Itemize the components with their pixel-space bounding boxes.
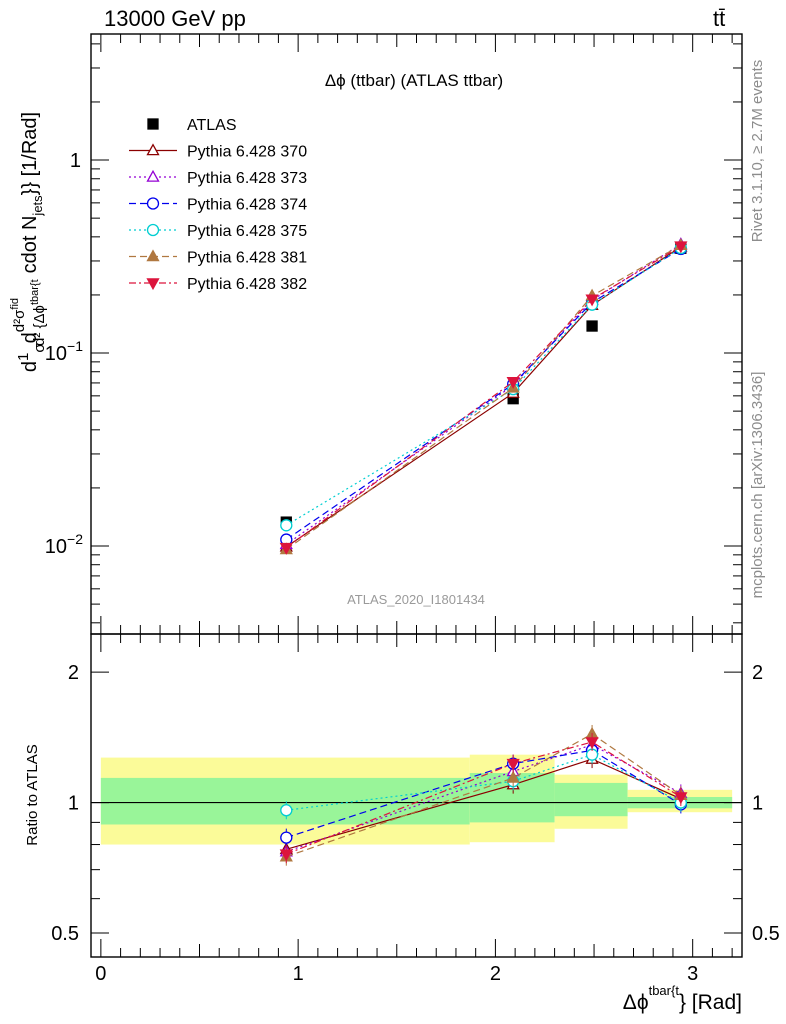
ratio-line: [286, 758, 682, 850]
legend: ATLAS Pythia 6.428 370 Pythia 6.428 373 Pyt…: [129, 117, 307, 293]
main-series-layer: [279, 237, 688, 555]
series-line: [285, 248, 682, 541]
x-axis-label: Δϕtbar{t} [Rad]: [623, 983, 742, 1014]
ratio-series-pythia-6-428-382: [279, 732, 688, 864]
ratio-point: [506, 758, 520, 771]
header-final-state: tt̄: [713, 6, 726, 31]
y-tick-label: 10−1: [45, 338, 83, 365]
plot-title: Δϕ (ttbar) (ATLAS ttbar): [325, 71, 503, 90]
ratio-point: [585, 737, 599, 750]
series-line: [285, 244, 682, 550]
legend-entry: Pythia 6.428 381: [129, 249, 307, 267]
x-tick-label: 0: [95, 963, 106, 985]
legend-entry: Pythia 6.428 370: [129, 143, 307, 161]
ratio-y-tick-label: 1: [68, 793, 79, 815]
ratio-y-tick-label: 0.5: [51, 923, 79, 945]
legend-label: Pythia 6.428 370: [187, 144, 307, 161]
legend-label: Pythia 6.428 381: [187, 250, 307, 267]
mcplots-label: mcplots.cern.ch [arXiv:1306.3436]: [749, 372, 766, 599]
ratio-uncertainty-bands: [91, 754, 742, 845]
legend-entry: Pythia 6.428 374: [129, 197, 307, 214]
series-line: [285, 247, 682, 526]
legend-marker: [147, 118, 159, 130]
data-point: [280, 519, 293, 532]
legend-marker: [146, 197, 160, 210]
series-pythia-6-428-375: [280, 241, 687, 532]
data-point: [506, 376, 520, 389]
series-atlas: [280, 242, 687, 528]
axes-layer: 10−2 10−1 1 0.5 0.5 1 1 2 2 0 1 2 3: [45, 33, 780, 985]
legend-marker: [146, 223, 160, 237]
y-tick-label: 10−2: [45, 531, 83, 558]
data-point: [674, 241, 688, 254]
x-tick-label: 2: [490, 963, 501, 985]
legend-entry: Pythia 6.428 375: [129, 223, 307, 240]
ratio-y-tick-label-right: 2: [752, 662, 763, 684]
svg-text:d1σdd²σfidd² {Δϕtbar{tcdot Nje: d1σdd²σfidd² {Δϕtbar{tcdot Njets}} [1/Ra…: [9, 112, 48, 372]
data-point: [586, 320, 598, 332]
ratio-point: [280, 831, 293, 844]
band-inner: [100, 777, 470, 825]
legend-label: ATLAS: [187, 117, 237, 134]
series-line: [285, 246, 682, 548]
ratio-y-tick-label-right: 1: [752, 793, 763, 815]
y-axis-label-ratio: Ratio to ATLAS: [24, 744, 41, 845]
ratio-point: [280, 804, 293, 817]
legend-label: Pythia 6.428 375: [187, 223, 307, 240]
series-pythia-6-428-370: [279, 239, 688, 552]
ratio-y-tick-label-right: 0.5: [752, 923, 780, 945]
series-pythia-6-428-381: [279, 238, 688, 555]
ratio-point: [506, 770, 520, 783]
legend-entry: ATLAS: [147, 117, 237, 134]
x-tick-label: 1: [293, 963, 304, 985]
data-point: [585, 294, 599, 307]
legend-marker: [146, 143, 160, 156]
ratio-line: [286, 754, 682, 811]
y-tick-label: 1: [70, 150, 81, 172]
ratio-line: [286, 741, 682, 855]
series-pythia-6-428-382: [279, 241, 688, 555]
legend-marker: [146, 169, 160, 182]
data-point: [279, 542, 293, 555]
band-inner: [554, 782, 628, 817]
ratio-line: [286, 749, 682, 839]
legend-label: Pythia 6.428 382: [187, 276, 307, 293]
ratio-point: [674, 792, 688, 805]
series-line: [285, 245, 682, 549]
legend-label: Pythia 6.428 374: [187, 197, 307, 214]
legend-marker: [146, 249, 160, 262]
legend-entry: Pythia 6.428 382: [129, 276, 307, 293]
ratio-y-tick-label: 2: [68, 662, 79, 684]
ratio-point: [279, 849, 293, 862]
rivet-label: Rivet 3.1.10, ≥ 2.7M events: [749, 60, 766, 243]
ratio-series-layer: [279, 724, 688, 866]
series-pythia-6-428-374: [280, 242, 687, 546]
legend-label: Pythia 6.428 373: [187, 170, 307, 187]
ratio-line: [286, 744, 682, 853]
legend-entry: Pythia 6.428 373: [129, 169, 307, 187]
header-process: 13000 GeV pp: [104, 6, 246, 31]
watermark: ATLAS_2020_I1801434: [347, 592, 485, 607]
x-tick-label: 3: [687, 963, 698, 985]
legend-marker: [146, 278, 160, 291]
y-axis-label-main: d1σdd²σfidd² {Δϕtbar{tcdot Njets}} [1/Ra…: [9, 112, 48, 372]
